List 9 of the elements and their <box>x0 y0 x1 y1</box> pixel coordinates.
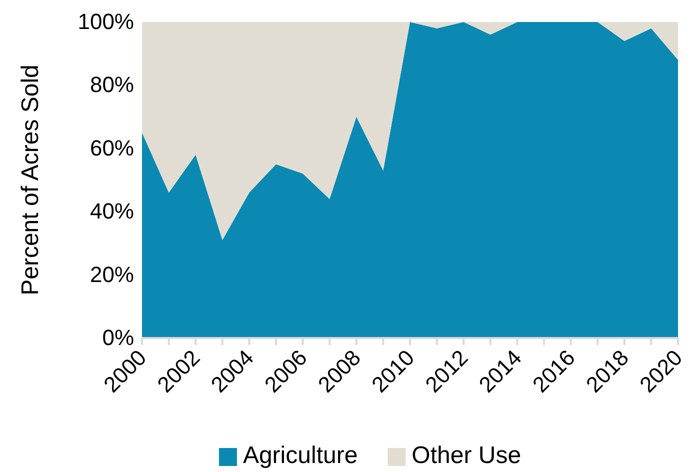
y-tick-label: 0% <box>102 325 134 350</box>
y-tick-label: 100% <box>78 9 134 34</box>
y-tick-label: 40% <box>90 198 134 224</box>
y-tick-label: 20% <box>90 262 134 287</box>
y-axis-title: Percent of Acres Sold <box>17 64 44 296</box>
y-tick-label: 80% <box>90 72 134 98</box>
legend-label: Agriculture <box>242 442 358 469</box>
y-tick-label: 60% <box>90 135 134 160</box>
legend-label: Other Use <box>412 442 522 469</box>
